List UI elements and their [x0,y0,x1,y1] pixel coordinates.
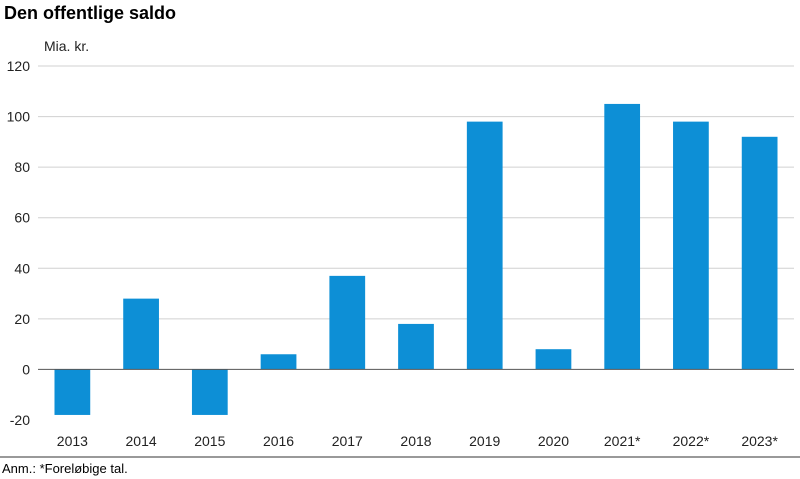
x-tick-labels: 2013 2014 2015 2016 2017 2018 2019 2020 2021* 202… [57,433,779,449]
x-tick-label: 2016 [263,433,294,449]
y-tick-labels: -20 0 20 40 60 80 100 120 [7,58,31,428]
bar-2018 [398,323,434,370]
x-tick-label: 2017 [332,433,363,449]
x-tick-label: 2019 [469,433,500,449]
bar-2013 [54,369,91,415]
bar-2014 [123,298,159,370]
bars [54,103,778,415]
y-tick-label: 40 [14,260,30,276]
x-tick-label: 2014 [126,433,157,449]
bar-2023 [741,136,778,370]
x-tick-label: 2023* [741,433,778,449]
chart-title: Den offentlige saldo [4,3,177,23]
x-tick-label: 2020 [538,433,569,449]
x-tick-label: 2015 [194,433,225,449]
bar-2021 [604,103,641,370]
x-tick-label: 2013 [57,433,88,449]
y-tick-label: 0 [22,361,30,377]
x-tick-label: 2018 [400,433,431,449]
x-tick-label: 2021* [604,433,641,449]
y-tick-label: 20 [14,311,30,327]
x-tick-label: 2022* [673,433,710,449]
y-tick-label: 60 [14,210,30,226]
y-tick-label: 120 [7,58,31,74]
bar-2019 [466,121,503,370]
y-tick-label: 100 [7,109,31,125]
y-axis-unit-label: Mia. kr. [44,38,90,54]
bar-2020 [535,349,572,370]
bar-2022 [673,121,709,370]
y-tick-label: -20 [10,412,30,428]
gridlines [38,65,794,320]
bar-2015 [191,369,228,415]
bar-2017 [329,275,366,370]
footnote: Anm.: *Foreløbige tal. [2,461,128,476]
bar-2016 [260,354,297,370]
y-tick-label: 80 [14,159,30,175]
